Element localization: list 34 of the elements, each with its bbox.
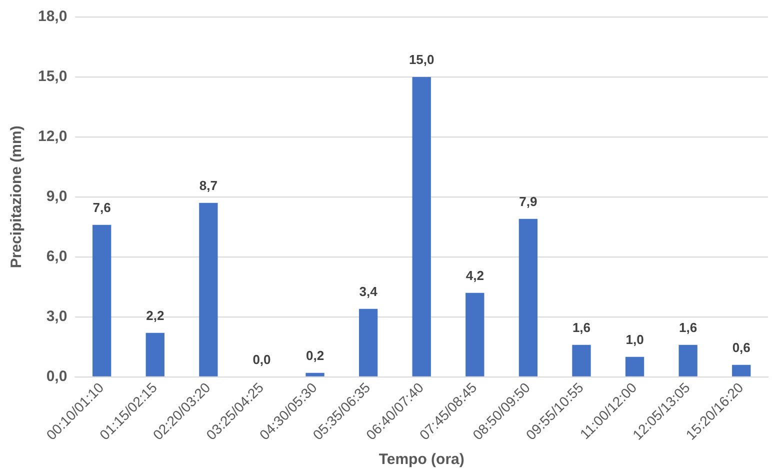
bar [625,356,644,376]
bar [199,202,218,376]
y-tick-label: 15,0 [38,68,68,86]
bar [678,344,698,376]
y-tick-label: 9,0 [46,188,68,206]
bar [732,364,751,376]
bar [412,76,431,376]
y-tick-label: 3,0 [46,308,68,325]
bar [518,218,538,376]
data-label: 4,2 [466,268,484,283]
bar [92,224,112,376]
bar [146,332,164,376]
data-label: 3,4 [359,284,378,299]
data-label: 15,0 [408,52,434,68]
data-label: 0,0 [252,352,271,367]
data-label: 7,9 [519,194,538,209]
bar [466,292,484,376]
data-label: 1,6 [679,320,698,335]
y-tick-label: 18,0 [38,8,68,26]
data-label: 1,6 [572,320,591,335]
data-label: 2,2 [146,308,164,323]
data-label: 0,2 [306,348,324,363]
y-tick-label: 12,0 [38,128,68,146]
bar [306,372,324,376]
y-tick-label: 6,0 [46,248,68,266]
bar [358,308,378,376]
data-label: 7,6 [92,200,111,215]
bar [572,344,591,376]
y-tick-label: 0,0 [46,368,68,385]
data-label: 1,0 [626,332,644,347]
y-axis-title: Precipitazione (mm) [8,126,26,268]
x-axis-title: Tempo (ora) [378,451,464,468]
data-label: 8,7 [199,178,218,193]
data-label: 0,6 [732,340,750,355]
